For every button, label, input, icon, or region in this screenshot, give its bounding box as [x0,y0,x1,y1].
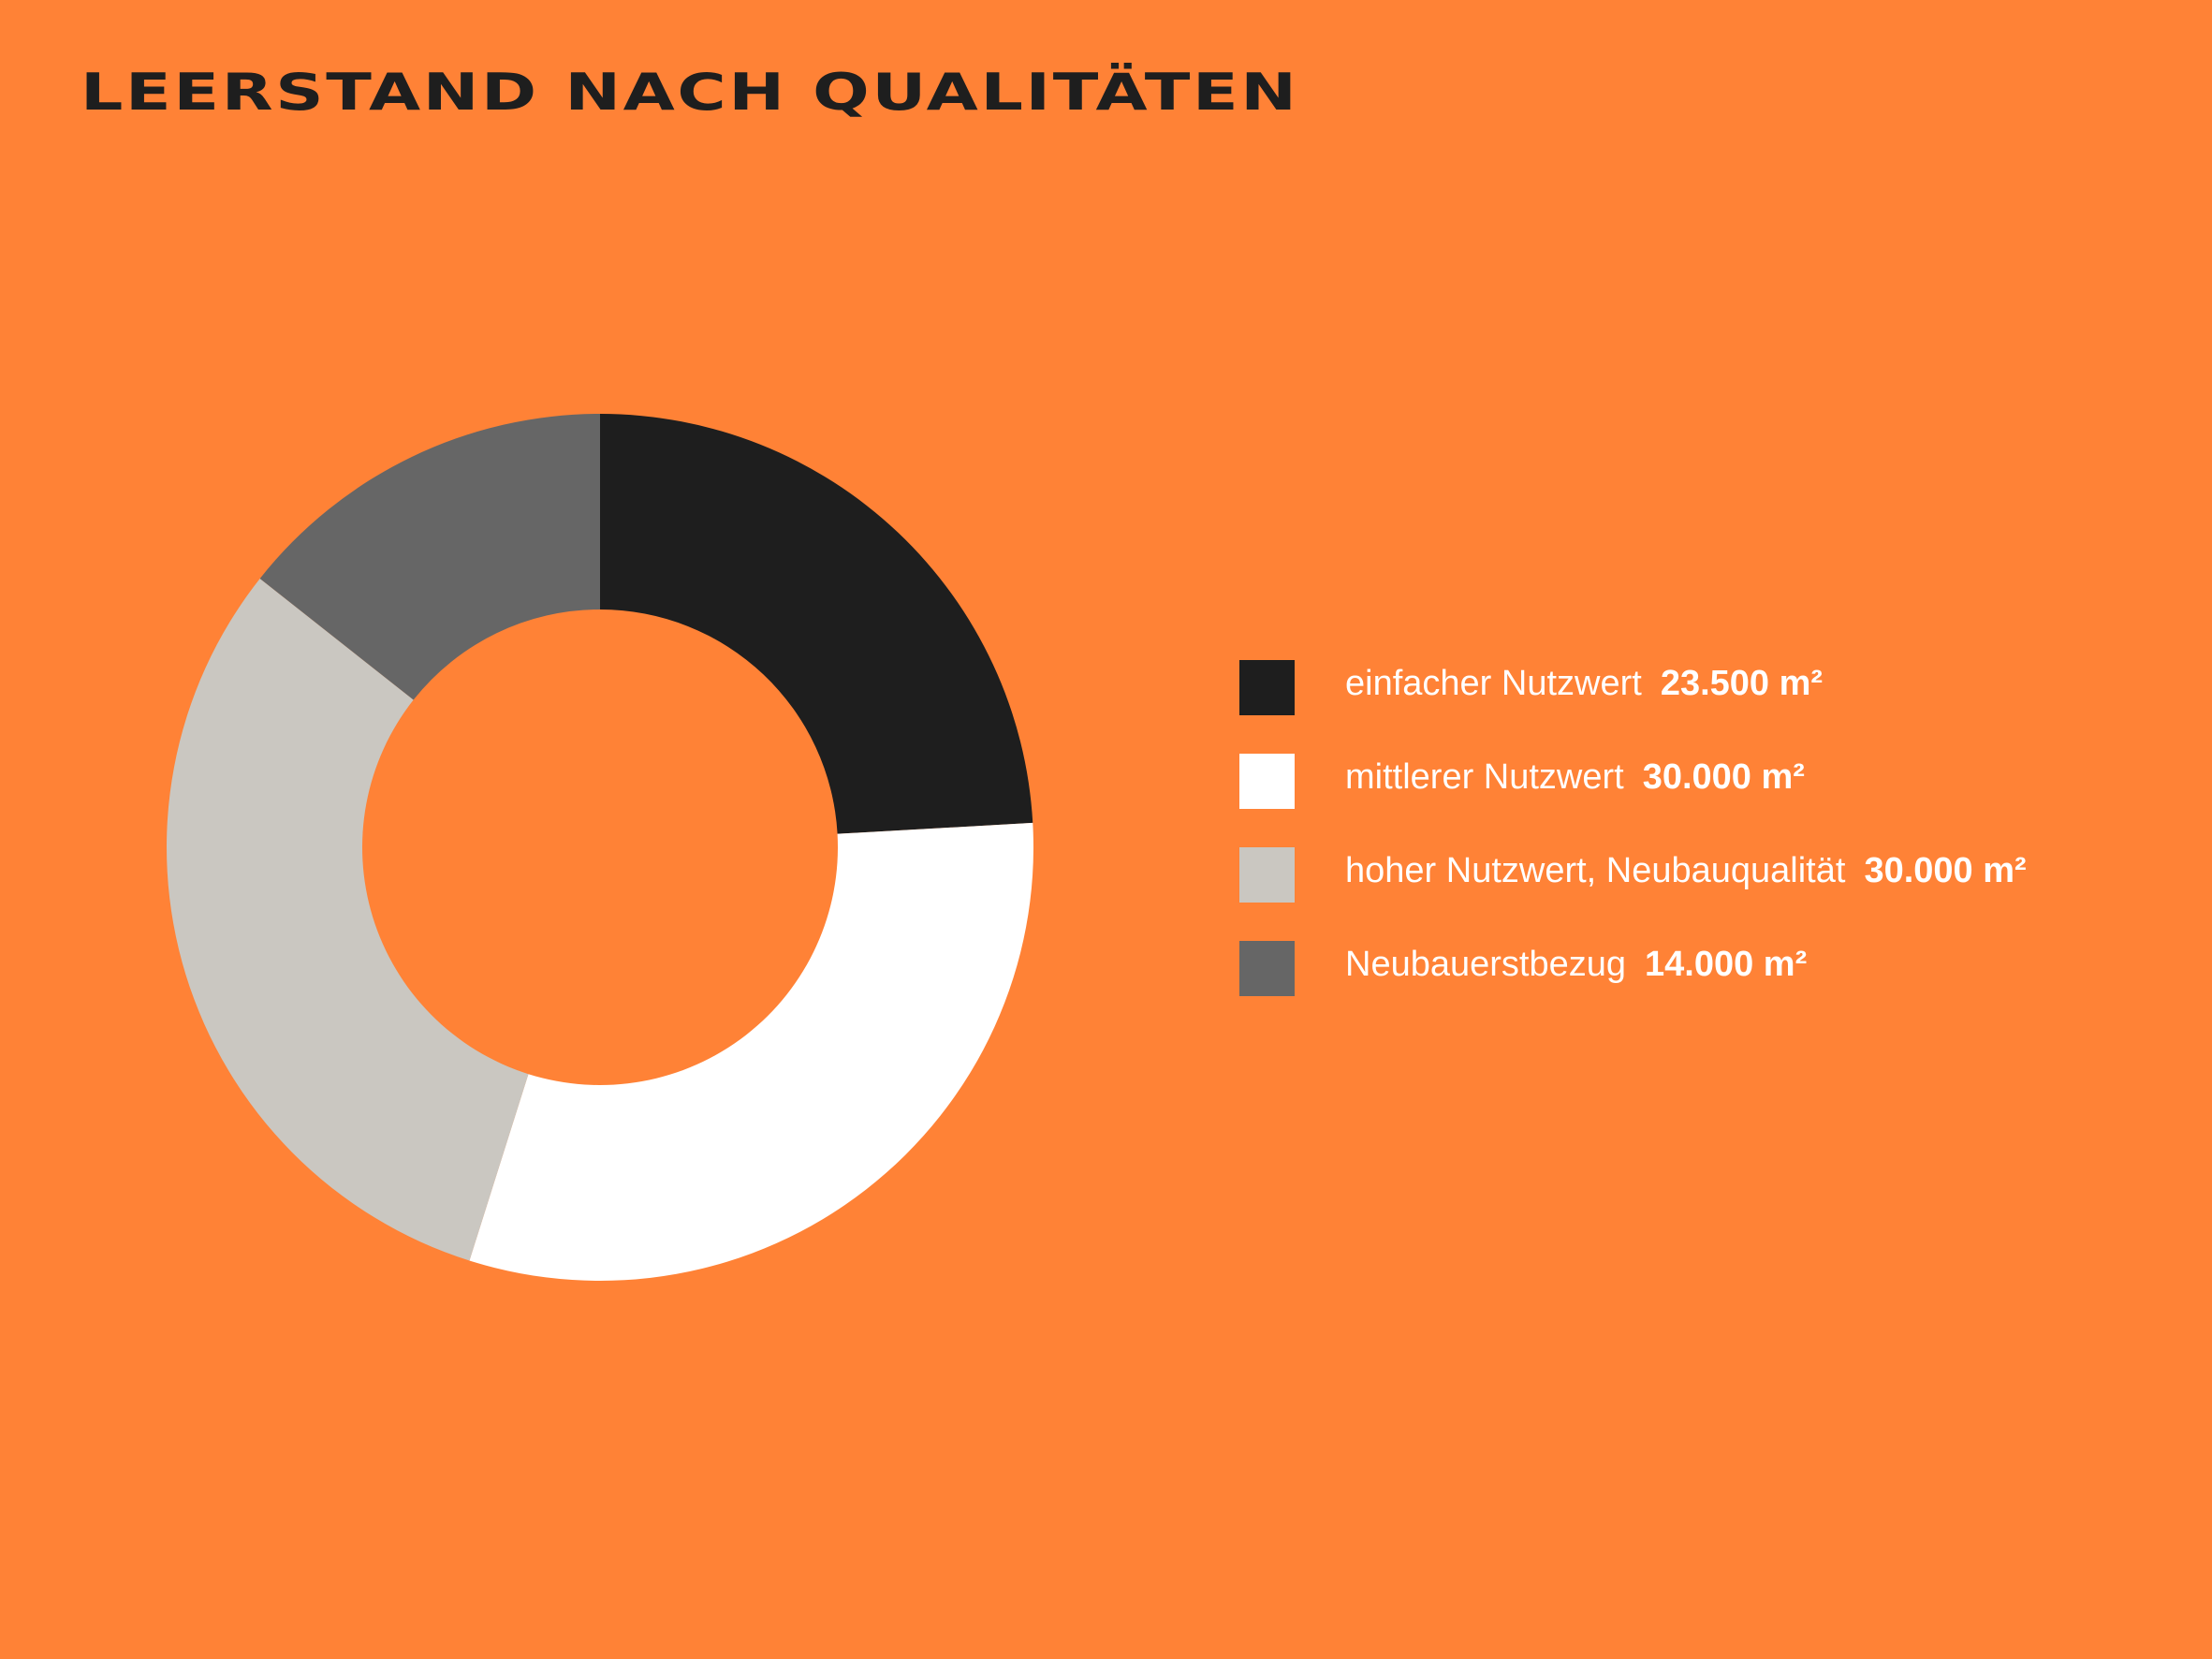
legend-value: 30.000 m² [1864,851,2027,890]
legend-value: 23.500 m² [1660,664,1824,703]
legend-label: hoher Nutzwert, Neubauqualität [1345,851,1846,890]
legend-label: einfacher Nutzwert [1345,664,1642,703]
donut-slice-1 [600,414,1033,834]
legend-label: Neubauerstbezug [1345,945,1626,984]
donut-chart [166,414,1034,1281]
legend-swatch [1239,847,1295,903]
legend-label: mittlerer Nutzwert [1345,757,1624,797]
legend-swatch [1239,754,1295,809]
donut-slice-3 [166,578,529,1261]
legend-value: 30.000 m² [1642,757,1805,797]
legend-value: 14.000 m² [1645,945,1808,984]
chart-title: LEERSTAND NACH QUALITÄTEN [81,63,1299,122]
legend-swatch [1239,941,1295,996]
donut-slice-4 [259,414,600,700]
donut-slice-2 [469,822,1034,1281]
legend-swatch [1239,660,1295,715]
